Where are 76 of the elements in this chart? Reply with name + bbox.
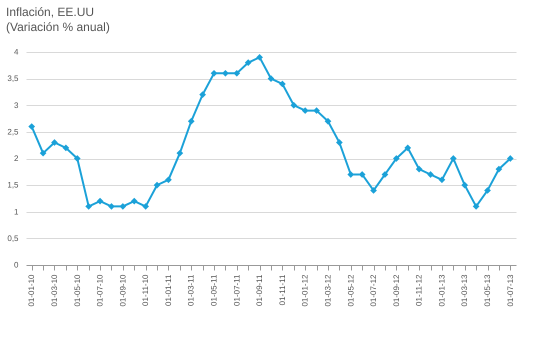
- point: [313, 107, 320, 114]
- point: [496, 166, 502, 173]
- point: [85, 203, 92, 210]
- point: [130, 198, 138, 204]
- x-tick-label: 01-09-11: [255, 274, 264, 306]
- point: [392, 155, 400, 162]
- point: [199, 91, 206, 98]
- y-tick-label: 3,5: [7, 74, 20, 84]
- y-tick-label: 0,5: [7, 234, 20, 243]
- point: [279, 80, 286, 88]
- point: [154, 182, 160, 188]
- y-tick-label: 2,5: [7, 127, 20, 136]
- x-tick-label: 01-03-11: [186, 274, 196, 306]
- x-tick-label: 01-03-12: [323, 274, 332, 307]
- point: [370, 187, 377, 194]
- x-tick-label: 01-03-13: [460, 274, 470, 307]
- x-tick-label: 01-07-13: [506, 274, 515, 307]
- point: [347, 171, 354, 178]
- point: [427, 171, 434, 178]
- x-tick-label: 01-01-11: [164, 274, 173, 306]
- y-tick-label: 1,5: [7, 180, 20, 190]
- point: [108, 203, 115, 210]
- point: [450, 155, 457, 162]
- point: [404, 144, 412, 152]
- point: [336, 139, 343, 146]
- x-tick-label: 01-07-10: [96, 274, 105, 307]
- point: [233, 70, 240, 77]
- point: [324, 118, 332, 125]
- point: [358, 171, 366, 178]
- y-tick-label: 0: [14, 260, 20, 270]
- x-tick-label: 01-09-12: [392, 274, 401, 307]
- point: [120, 203, 126, 210]
- point: [256, 54, 263, 61]
- point: [210, 70, 218, 77]
- x-tick-label: 01-01-10: [27, 274, 36, 307]
- x-tick-label: 01-05-12: [346, 274, 356, 307]
- x-tick-label: 01-05-13: [483, 274, 492, 307]
- y-tick-label: 1: [14, 207, 20, 216]
- chart-title: Inflación, EE.UU: [6, 5, 94, 19]
- y-tick-label: 4: [14, 48, 20, 56]
- chart-subtitle: (Variación % anual): [6, 20, 110, 34]
- point: [62, 144, 70, 152]
- x-tick-label: 01-05-10: [72, 274, 82, 307]
- y-tick-label: 3: [14, 100, 20, 110]
- x-tick-label: 01-09-10: [118, 274, 128, 307]
- x-tick-label: 01-01-13: [437, 274, 446, 307]
- point: [290, 102, 298, 109]
- x-tick-label: 01-11-10: [141, 274, 150, 306]
- x-tick-label: 01-01-12: [300, 274, 310, 307]
- x-tick-label: 01-03-10: [50, 274, 59, 307]
- point: [188, 118, 195, 125]
- point: [416, 166, 422, 173]
- point: [382, 171, 388, 178]
- point: [40, 150, 46, 157]
- point: [28, 123, 36, 130]
- point: [461, 182, 468, 188]
- point: [268, 75, 274, 82]
- point: [438, 176, 446, 184]
- x-tick-label: 01-07-12: [369, 274, 378, 307]
- point: [302, 107, 309, 114]
- x-tick-label: 01-05-11: [210, 274, 219, 306]
- x-tick-label: 01-11-12: [414, 274, 424, 306]
- x-tick-label: 01-11-11: [278, 274, 287, 306]
- point: [176, 150, 184, 157]
- point: [165, 176, 172, 184]
- y-tick-label: 2: [14, 154, 20, 163]
- point: [484, 187, 491, 194]
- point: [74, 155, 81, 162]
- point: [51, 139, 58, 146]
- point: [222, 70, 229, 77]
- x-tick-label: 01-07-11: [232, 274, 242, 306]
- point: [142, 203, 150, 210]
- point: [244, 59, 252, 66]
- point: [96, 198, 104, 204]
- point: [472, 203, 480, 210]
- point: [506, 155, 514, 162]
